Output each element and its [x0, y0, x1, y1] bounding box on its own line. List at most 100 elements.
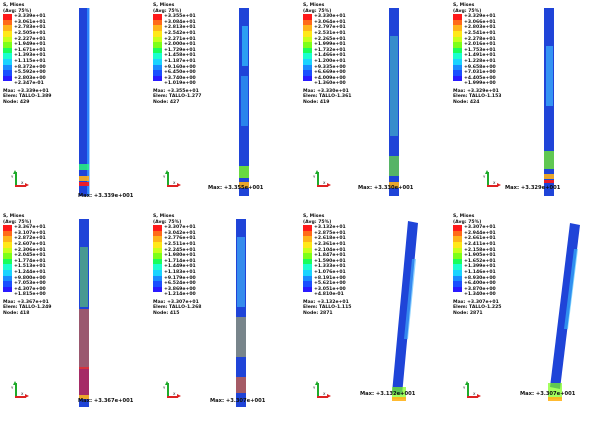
- scale-value: +3.329e+01: [464, 14, 496, 20]
- scale-value: +2.000e+01: [164, 42, 196, 48]
- fea-panel-8: S, Mises (Avg: 75%) +3.307e+01 +2.944e+0…: [450, 211, 600, 422]
- max-info: Max: +3.355e+01 Elem: TALLO-1.277 Node: …: [153, 89, 202, 105]
- fea-panel-6: S, Mises (Avg: 75%) +3.307e+01 +3.042e+0…: [150, 211, 300, 422]
- legend-title: S, Mises: [153, 214, 175, 219]
- scale-value: +2.541e+01: [464, 30, 496, 36]
- contour-scale: +3.339e+01 +3.061e+01 +2.783e+01 +2.505e…: [3, 14, 52, 87]
- scale-value: +3.084e+01: [164, 19, 196, 25]
- bottom-max-label: Max: +3.307e+001: [520, 391, 576, 397]
- scale-value: +3.107e+01: [14, 230, 46, 236]
- scale-value: +1.466e+01: [314, 53, 346, 59]
- scale-value: +2.306e+01: [14, 247, 46, 253]
- bottom-max-label: Max: +3.339e+001: [78, 193, 134, 199]
- scale-value: +7.031e+00: [464, 70, 496, 76]
- scale-value: +4.810e-01: [314, 292, 344, 298]
- scale-value: +2.045e+01: [14, 253, 46, 259]
- scale-value: +1.146e+01: [464, 269, 496, 275]
- stress-legend: S, Mises (Avg: 75%) +3.367e+01 +3.107e+0…: [3, 214, 52, 316]
- legend-title: S, Mises: [3, 3, 25, 8]
- scale-value: +1.183e+01: [164, 269, 196, 275]
- scale-value: +2.607e+01: [14, 241, 46, 247]
- fea-panel-4: S, Mises (Avg: 75%) +3.329e+01 +3.066e+0…: [450, 0, 600, 211]
- scale-value: +4.405e+00: [464, 75, 496, 81]
- fea-panel-1: S, Mises (Avg: 75%) +3.339e+01 +3.061e+0…: [0, 0, 150, 211]
- scale-value: +3.132e+01: [314, 225, 346, 231]
- stress-legend: S, Mises (Avg: 75%) +3.330e+01 +3.064e+0…: [303, 3, 352, 105]
- fea-panel-5: S, Mises (Avg: 75%) +3.367e+01 +3.107e+0…: [0, 211, 150, 422]
- scale-value: +2.278e+01: [464, 36, 496, 42]
- scale-value: +4.307e+00: [14, 286, 46, 292]
- scale-value: +3.330e+01: [314, 14, 346, 20]
- max-element: Elem: TALLO-1.268: [153, 305, 202, 311]
- legend-title: S, Mises: [303, 214, 325, 219]
- stressed-column: [239, 8, 249, 196]
- max-element: Elem: TALLO-1.115: [303, 305, 352, 311]
- scale-value: +9.179e+00: [164, 275, 196, 281]
- legend-title: S, Mises: [453, 3, 475, 8]
- scale-value: +2.542e+01: [164, 30, 196, 36]
- fea-panel-7: S, Mises (Avg: 75%) +3.132e+01 +2.875e+0…: [300, 211, 450, 422]
- legend-title: S, Mises: [303, 3, 325, 8]
- scale-value: +8.372e+00: [14, 64, 46, 70]
- scale-value: +3.066e+01: [464, 19, 496, 25]
- scale-value: +1.815e+00: [14, 292, 46, 298]
- scale-value: +8.930e+00: [464, 275, 496, 281]
- scale-value: +6.669e+00: [314, 70, 346, 76]
- scale-value: +1.076e+01: [314, 269, 346, 275]
- scale-value: +6.450e+00: [164, 70, 196, 76]
- scale-value: +1.187e+01: [164, 58, 196, 64]
- max-node: Node: 427: [153, 99, 180, 105]
- scale-value: +9.658e+00: [464, 64, 496, 70]
- max-info: Max: +3.307e+01 Elem: TALLO-1.225 Node: …: [453, 300, 502, 316]
- scale-value: +2.271e+01: [164, 36, 196, 42]
- stress-legend: S, Mises (Avg: 75%) +3.329e+01 +3.066e+0…: [453, 3, 502, 105]
- max-info: Max: +3.329e+01 Elem: TALLO-1.153 Node: …: [453, 89, 502, 105]
- scale-value: +2.531e+01: [314, 30, 346, 36]
- scale-value: +5.592e+00: [14, 70, 46, 76]
- scale-value: +1.774e+01: [14, 258, 46, 264]
- scale-value: +2.104e+01: [314, 247, 346, 253]
- scale-value: +2.158e+01: [464, 247, 496, 253]
- max-value: Max: +3.367e+01: [3, 299, 49, 305]
- contour-scale: +3.307e+01 +3.042e+01 +2.776e+01 +2.511e…: [153, 225, 202, 298]
- scale-value: +8.191e+00: [314, 275, 346, 281]
- max-value: Max: +3.307e+01: [453, 299, 499, 305]
- scale-value: +1.449e+01: [164, 264, 196, 270]
- scale-value: +2.016e+01: [464, 42, 496, 48]
- scale-value: +1.491e+01: [464, 53, 496, 59]
- legend-averaging: (Avg: 75%): [3, 219, 32, 225]
- scale-value: +3.869e+00: [164, 286, 196, 292]
- scale-value: +1.949e+01: [14, 42, 46, 48]
- max-value: Max: +3.339e+01: [3, 88, 49, 94]
- stressed-column: [236, 219, 246, 407]
- contour-scale: +3.329e+01 +3.066e+01 +2.803e+01 +2.541e…: [453, 14, 502, 87]
- legend-averaging: (Avg: 75%): [453, 8, 482, 14]
- scale-value: +1.360e+00: [314, 81, 346, 87]
- max-info: Max: +3.132e+01 Elem: TALLO-1.115 Node: …: [303, 300, 352, 316]
- contour-scale: +3.307e+01 +2.944e+01 +2.661e+01 +2.411e…: [453, 225, 502, 298]
- max-value: Max: +3.330e+01: [303, 88, 349, 94]
- scale-value: +1.714e+01: [164, 258, 196, 264]
- stress-legend: S, Mises (Avg: 75%) +3.132e+01 +2.875e+0…: [303, 214, 352, 316]
- max-value: Max: +3.329e+01: [453, 88, 499, 94]
- scale-value: +9.160e+00: [164, 64, 196, 70]
- scale-value: +1.019e+00: [164, 81, 196, 87]
- contour-scale: +3.355e+01 +3.084e+01 +2.813e+01 +2.542e…: [153, 14, 202, 87]
- scale-value: +2.618e+01: [314, 236, 346, 242]
- scale-value: +4.009e+00: [314, 75, 346, 81]
- scale-value: +3.051e+00: [314, 286, 346, 292]
- max-node: Node: 2871: [303, 310, 333, 316]
- scale-value: +1.340e+00: [464, 292, 496, 298]
- scale-value: +9.800e+00: [14, 275, 46, 281]
- scale-value: +1.228e+01: [464, 58, 496, 64]
- scale-value: +3.042e+01: [164, 230, 196, 236]
- max-element: Elem: TALLO-1.153: [453, 94, 502, 100]
- contour-scale: +3.132e+01 +2.875e+01 +2.618e+01 +2.361e…: [303, 225, 352, 298]
- scale-value: +1.393e+01: [14, 53, 46, 59]
- scale-value: +1.652e+01: [464, 258, 496, 264]
- scale-value: +1.200e+01: [314, 58, 346, 64]
